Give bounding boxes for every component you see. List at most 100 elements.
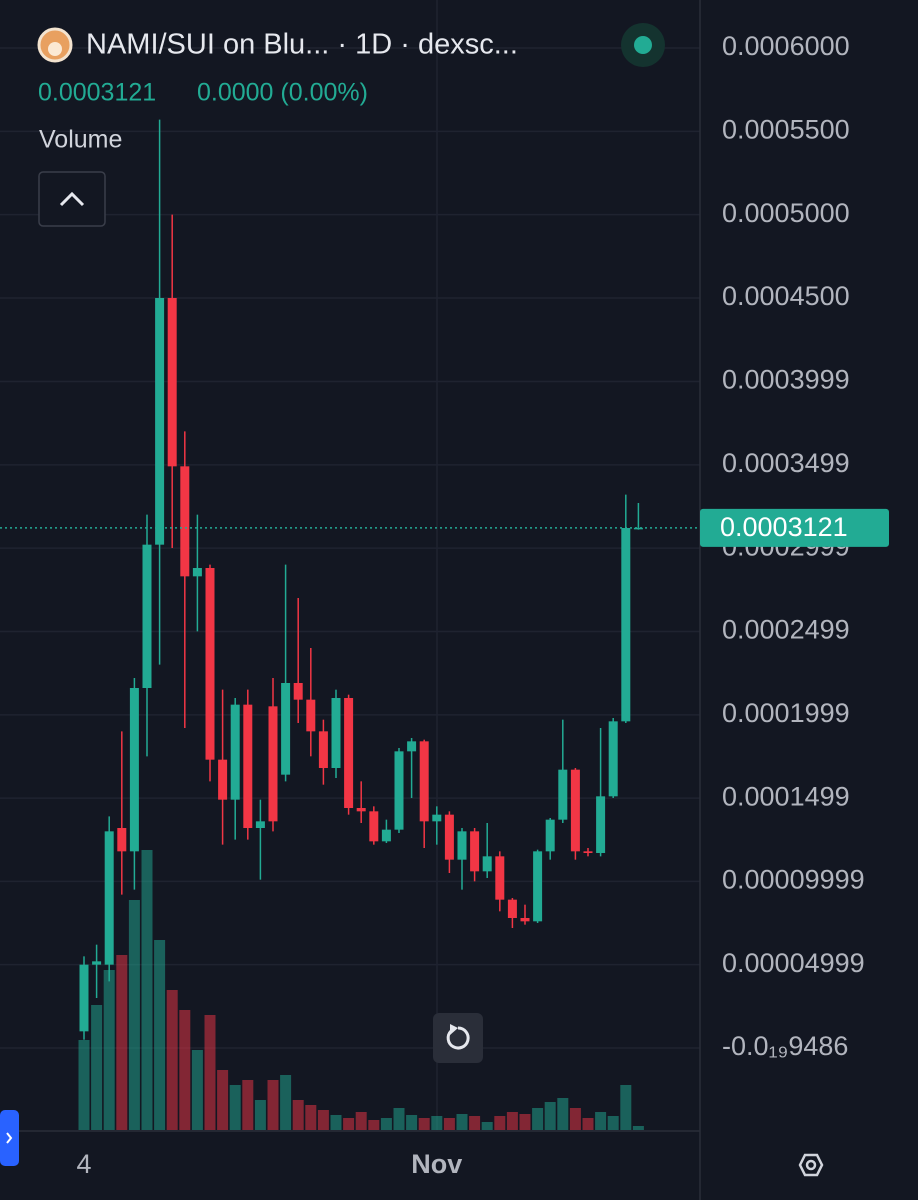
candle-body bbox=[444, 814, 454, 860]
volume-bar bbox=[456, 1114, 468, 1130]
volume-bar bbox=[191, 1050, 203, 1130]
volume-bar bbox=[557, 1098, 569, 1130]
candle-body bbox=[621, 528, 631, 722]
candle-body bbox=[407, 741, 417, 752]
x-tick-label: Nov bbox=[411, 1149, 462, 1179]
volume-bar bbox=[620, 1085, 632, 1130]
candle-body bbox=[457, 831, 467, 860]
candle-body bbox=[608, 721, 618, 797]
candle-body bbox=[482, 856, 492, 872]
y-tick-label: 0.0005500 bbox=[722, 114, 850, 144]
candle-body bbox=[520, 918, 530, 922]
volume-bar bbox=[116, 955, 128, 1130]
y-tick-label: 0.00009999 bbox=[722, 864, 865, 894]
candle-body bbox=[92, 961, 102, 965]
candle-body bbox=[558, 769, 568, 820]
volume-bar bbox=[343, 1118, 355, 1130]
candle-body bbox=[369, 811, 379, 842]
last-price: 0.0003121 bbox=[38, 79, 156, 107]
candle-body bbox=[470, 831, 480, 872]
chart-title: NAMI/SUI on Blu... · 1D · dexsc... bbox=[86, 29, 518, 61]
candle-body bbox=[281, 683, 291, 775]
token-icon-face bbox=[48, 42, 62, 56]
volume-bar bbox=[154, 940, 166, 1130]
candle-body bbox=[432, 814, 442, 822]
candle-body bbox=[596, 796, 606, 853]
volume-bar bbox=[204, 1015, 216, 1130]
volume-legend: Volume bbox=[39, 126, 122, 154]
candle-body bbox=[205, 568, 215, 760]
volume-bar bbox=[519, 1114, 531, 1130]
candle-body bbox=[230, 704, 240, 800]
last-price-badge bbox=[700, 508, 889, 547]
collapse-button[interactable] bbox=[38, 171, 106, 227]
volume-bar bbox=[280, 1075, 292, 1130]
candle-body bbox=[192, 568, 202, 577]
volume-bar bbox=[418, 1118, 430, 1130]
settings-icon[interactable] bbox=[798, 1153, 824, 1177]
candle-body bbox=[495, 856, 505, 900]
candle-body bbox=[356, 808, 366, 812]
candle-body bbox=[419, 741, 429, 822]
candle-body bbox=[570, 769, 580, 852]
volume-bar bbox=[368, 1120, 380, 1130]
volume-bar bbox=[229, 1085, 241, 1130]
candle-body bbox=[79, 964, 89, 1032]
candle-body bbox=[533, 851, 543, 922]
candle-body bbox=[394, 751, 404, 830]
volume-series bbox=[78, 850, 644, 1130]
volume-bar bbox=[242, 1080, 254, 1130]
candle-body bbox=[243, 704, 253, 828]
settings-icon-center bbox=[805, 1159, 817, 1171]
volume-bar bbox=[78, 1040, 90, 1130]
candle-body bbox=[293, 683, 303, 700]
candle-body bbox=[142, 544, 152, 688]
volume-bar bbox=[355, 1112, 367, 1130]
candle-body bbox=[507, 899, 517, 918]
volume-bar bbox=[254, 1100, 266, 1130]
volume-bar bbox=[317, 1110, 329, 1130]
volume-bar bbox=[532, 1108, 544, 1130]
reset-button[interactable] bbox=[433, 1013, 483, 1063]
y-tick-label: 0.0003999 bbox=[722, 365, 850, 395]
volume-bar bbox=[380, 1118, 392, 1130]
volume-bar bbox=[128, 900, 140, 1130]
volume-bar bbox=[330, 1115, 342, 1130]
volume-bar bbox=[267, 1080, 279, 1130]
volume-bar bbox=[91, 1005, 103, 1130]
volume-bar bbox=[494, 1116, 506, 1130]
reset-icon bbox=[446, 1026, 470, 1050]
volume-bar bbox=[393, 1108, 405, 1130]
candle-body bbox=[268, 706, 278, 822]
side-panel-handle[interactable] bbox=[0, 1110, 19, 1166]
candle-body bbox=[167, 298, 177, 467]
candle-body bbox=[129, 688, 139, 852]
y-tick-label: 0.0005000 bbox=[722, 198, 850, 228]
candle-body bbox=[180, 466, 190, 577]
candle-body bbox=[583, 851, 593, 853]
candle-body bbox=[218, 759, 228, 800]
y-tick-label: 0.0004500 bbox=[722, 281, 850, 311]
candle-series bbox=[79, 119, 643, 1040]
volume-bar bbox=[292, 1100, 304, 1130]
volume-bar bbox=[166, 990, 178, 1130]
reset-icon-arrow bbox=[450, 1024, 458, 1035]
y-tick-label: 0.0002499 bbox=[722, 615, 850, 645]
volume-bar bbox=[179, 1010, 191, 1130]
volume-bar bbox=[481, 1122, 493, 1130]
volume-bar bbox=[141, 850, 153, 1130]
volume-bar bbox=[103, 970, 115, 1130]
price-axis: 0.0006000 0.0005500 0.0005000 0.0004500 0.00… bbox=[722, 31, 865, 1061]
candle-body bbox=[155, 298, 165, 545]
volume-bar bbox=[406, 1115, 418, 1130]
candle-body bbox=[344, 698, 354, 808]
status-dot bbox=[634, 36, 652, 54]
volume-bar bbox=[443, 1118, 455, 1130]
volume-bar bbox=[632, 1126, 644, 1130]
y-tick-label: 0.0006000 bbox=[722, 31, 850, 61]
candle-body bbox=[255, 821, 265, 828]
x-tick-label: 4 bbox=[76, 1149, 91, 1179]
